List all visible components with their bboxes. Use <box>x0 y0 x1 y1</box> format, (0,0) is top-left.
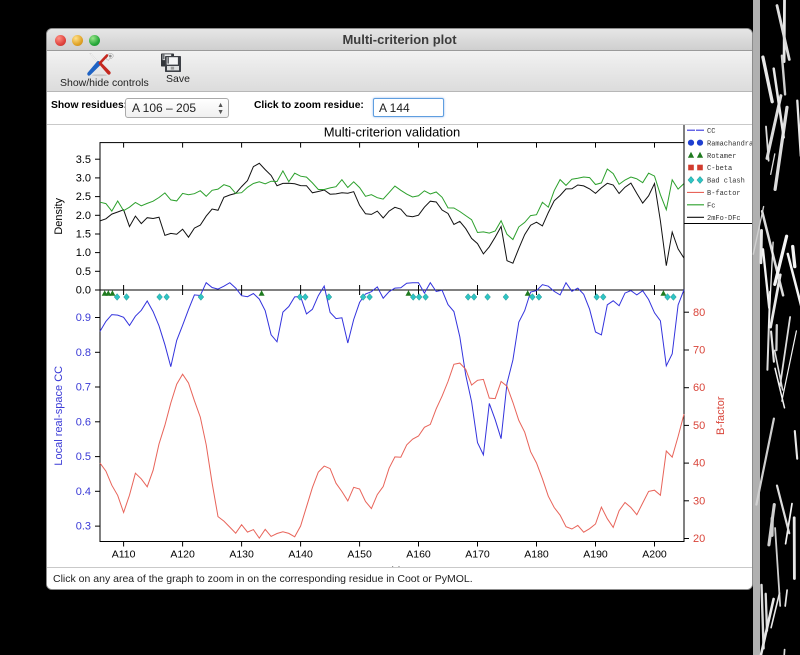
svg-text:60: 60 <box>693 382 705 394</box>
svg-text:0.6: 0.6 <box>76 416 91 428</box>
svg-text:0.7: 0.7 <box>76 382 91 394</box>
svg-text:50: 50 <box>693 420 705 432</box>
svg-text:Multi-criterion validation: Multi-criterion validation <box>324 125 461 140</box>
svg-text:0.9: 0.9 <box>76 312 91 324</box>
svg-text:A140: A140 <box>288 549 313 561</box>
svg-text:Bad clash: Bad clash <box>707 178 745 186</box>
svg-text:Local real-space CC: Local real-space CC <box>53 366 65 466</box>
svg-text:Fc: Fc <box>707 203 715 211</box>
svg-text:Rotamer: Rotamer <box>707 153 736 161</box>
svg-text:40: 40 <box>693 458 705 470</box>
svg-text:A190: A190 <box>583 549 608 561</box>
svg-text:3.0: 3.0 <box>76 172 91 184</box>
svg-text:0.4: 0.4 <box>76 486 91 498</box>
svg-text:2.0: 2.0 <box>76 210 91 222</box>
svg-text:0.0: 0.0 <box>76 285 91 297</box>
svg-text:0.8: 0.8 <box>76 347 91 359</box>
svg-text:CC: CC <box>707 128 715 136</box>
svg-text:2.5: 2.5 <box>76 191 91 203</box>
svg-text:A130: A130 <box>229 549 254 561</box>
svg-text:0.5: 0.5 <box>76 266 91 278</box>
svg-text:2mFo-DFc: 2mFo-DFc <box>707 215 741 223</box>
svg-text:80: 80 <box>693 307 705 319</box>
svg-text:C-beta: C-beta <box>707 165 732 173</box>
svg-text:20: 20 <box>693 533 705 545</box>
svg-text:B-factor: B-factor <box>707 190 741 198</box>
svg-text:Ramachandran: Ramachandran <box>707 140 752 148</box>
svg-text:Density: Density <box>53 197 65 234</box>
svg-text:A150: A150 <box>347 549 372 561</box>
svg-text:30: 30 <box>693 495 705 507</box>
svg-text:A120: A120 <box>170 549 195 561</box>
svg-text:3.5: 3.5 <box>76 154 91 166</box>
svg-text:A110: A110 <box>112 549 136 561</box>
svg-text:A170: A170 <box>465 549 490 561</box>
svg-text:1.0: 1.0 <box>76 247 91 259</box>
svg-text:0.3: 0.3 <box>76 521 91 533</box>
svg-text:1.5: 1.5 <box>76 229 91 241</box>
svg-text:A200: A200 <box>642 549 667 561</box>
svg-text:B-factor: B-factor <box>715 396 727 435</box>
svg-text:A160: A160 <box>406 549 431 561</box>
svg-text:0.5: 0.5 <box>76 451 91 463</box>
svg-text:70: 70 <box>693 345 705 357</box>
svg-text:A180: A180 <box>524 549 549 561</box>
